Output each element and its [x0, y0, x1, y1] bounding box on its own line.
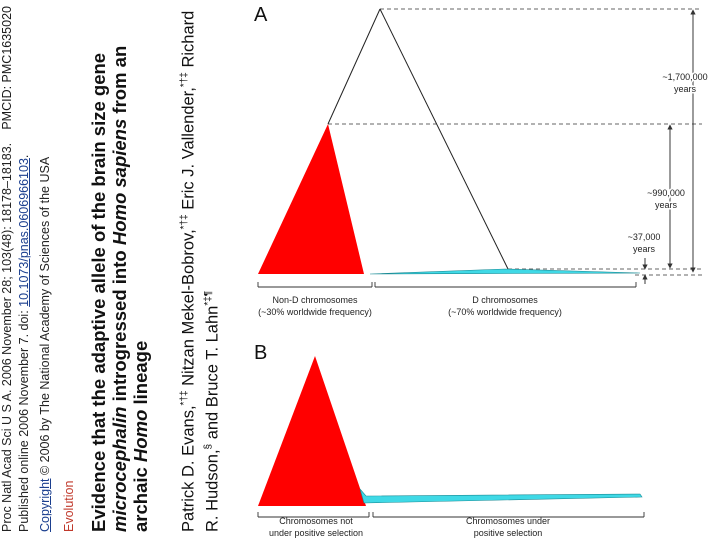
author-list: Patrick D. Evans,*†‡ Nitzan Mekel-Bobrov…	[175, 7, 222, 532]
author-4-marks[interactable]: §	[202, 443, 214, 450]
time-label-1700000-unit: years	[674, 84, 697, 94]
author-3-marks[interactable]: *†‡	[179, 72, 190, 88]
article-header-strip: Proc Natl Acad Sci U S A. 2006 November …	[0, 0, 240, 540]
phylogeny-figure: A ~1,700,000 ~1,700,000 years years ~990…	[240, 0, 720, 540]
copyright-text: © 2006 by The National Academy of Scienc…	[38, 156, 52, 479]
selected-label-line2: positive selection	[474, 528, 543, 538]
pmcid: PMCID: PMC1635020	[0, 6, 14, 130]
time-label-990000-unit: years	[655, 200, 678, 210]
time-label-1700000: ~1,700,000	[662, 72, 707, 82]
article-title: Evidence that the adaptive allele of the…	[88, 12, 151, 532]
neutral-label-line1: Chromosomes not	[279, 516, 353, 526]
article-header-rotated: Proc Natl Acad Sci U S A. 2006 November …	[0, 0, 240, 540]
neutral-clade-triangle	[258, 356, 366, 506]
author-2[interactable]: Nitzan Mekel-Bobrov,	[179, 229, 198, 391]
published-suffix: .	[17, 154, 31, 159]
title-text-2: introgressed into	[109, 245, 130, 407]
doi-link[interactable]: 10.1073/pnas.0606966103	[17, 158, 31, 307]
figure-canvas: A ~1,700,000 ~1,700,000 years years ~990…	[254, 4, 709, 538]
selected-bracket	[372, 512, 645, 518]
author-5[interactable]: and Bruce T. Lahn	[203, 305, 221, 444]
svg-text:years: years	[674, 84, 697, 94]
D-clade-triangle	[369, 268, 641, 275]
neutral-bracket	[257, 512, 370, 518]
author-1[interactable]: Patrick D. Evans,	[179, 405, 198, 532]
branch-root-to-nonD	[327, 8, 381, 125]
time-label-37000: ~37,000	[628, 232, 661, 242]
D-label-line2: (~70% worldwide frequency)	[448, 307, 562, 317]
svg-text:~990,000: ~990,000	[647, 188, 685, 198]
branch-root-to-D	[379, 8, 509, 270]
copyright-line: Copyright © 2006 by The National Academy…	[38, 157, 52, 532]
neutral-label-line2: under positive selection	[269, 528, 363, 538]
title-species: Homo sapiens	[109, 118, 130, 246]
selected-label-line1: Chromosomes under	[466, 516, 550, 526]
nonD-label-line1: Non-D chromosomes	[272, 295, 358, 305]
title-text-4: lineage	[130, 340, 151, 410]
author-3[interactable]: Eric J. Vallender,	[179, 87, 198, 215]
time-label-990000: ~990,000	[647, 188, 685, 198]
title-genus: Homo	[130, 409, 151, 463]
section-tag[interactable]: Evolution	[62, 480, 76, 532]
copyright-link[interactable]: Copyright	[38, 478, 52, 533]
author-5-marks[interactable]: *‡¶	[202, 290, 214, 306]
D-bracket	[374, 282, 637, 288]
title-gene: microcephalin	[109, 406, 130, 532]
nonD-label-line2: (~30% worldwide frequency)	[258, 307, 372, 317]
author-2-marks[interactable]: *†‡	[179, 214, 190, 230]
svg-text:years: years	[655, 200, 678, 210]
nonD-clade-triangle	[258, 124, 364, 274]
nonD-bracket	[257, 282, 373, 288]
title-text-1: Evidence that the adaptive allele of the…	[88, 52, 109, 532]
panel-b-letter: B	[254, 342, 267, 364]
citation-line: Proc Natl Acad Sci U S A. 2006 November …	[0, 142, 14, 532]
D-label-line1: D chromosomes	[472, 295, 538, 305]
time-label-37000-unit: years	[633, 244, 656, 254]
published-prefix: Published online 2006 November 7. doi:	[17, 306, 31, 532]
published-line: Published online 2006 November 7. doi: 1…	[17, 155, 31, 532]
panel-a-letter: A	[254, 4, 268, 26]
author-1-marks[interactable]: *†‡	[179, 390, 190, 406]
svg-text:~1,700,000: ~1,700,000	[662, 72, 707, 82]
selected-clade-wedge	[359, 488, 643, 504]
